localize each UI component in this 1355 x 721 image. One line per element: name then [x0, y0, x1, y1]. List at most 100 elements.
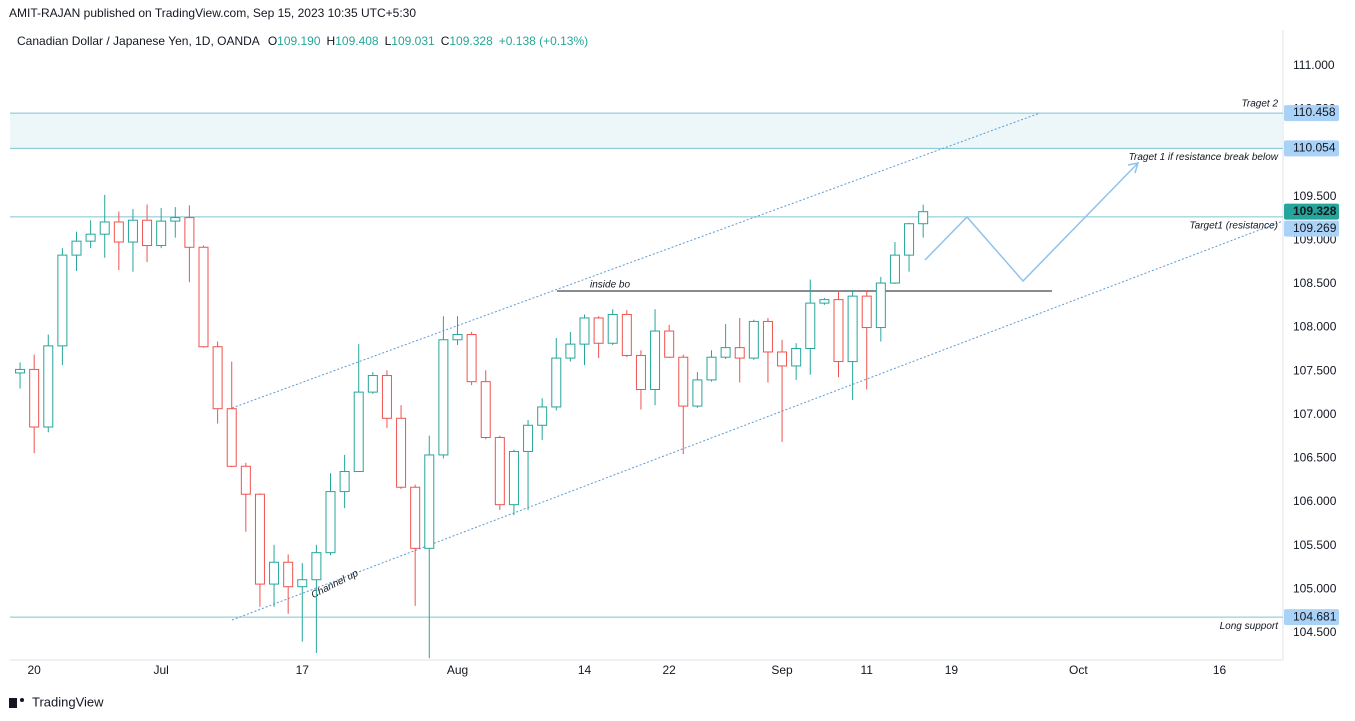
target-zone	[10, 113, 1283, 149]
x-tick-label: 20	[27, 663, 41, 677]
candle-body	[353, 391, 364, 473]
candle-body	[381, 375, 392, 419]
candle-body	[889, 254, 900, 284]
x-tick-label: 19	[945, 663, 959, 677]
candle-body	[311, 552, 322, 581]
candle-body	[325, 491, 336, 554]
level-price-box	[1284, 140, 1339, 157]
level-price-label: 110.458	[1293, 105, 1336, 119]
candle-body	[212, 346, 223, 410]
candle-body	[678, 356, 689, 407]
y-tick-label: 108.000	[1293, 320, 1337, 334]
candle-body	[226, 408, 237, 467]
level-price-label: 110.054	[1293, 140, 1336, 154]
projection-arrow	[1127, 162, 1140, 174]
candle-body	[777, 351, 788, 367]
ohlc-value: 109.408	[335, 34, 379, 48]
candle-body	[833, 299, 844, 363]
candle-body	[113, 221, 124, 243]
candle-body	[819, 299, 830, 304]
candle-body	[791, 347, 802, 367]
candle-body	[847, 295, 858, 363]
candle-body	[523, 424, 534, 452]
annotation: inside bo	[590, 280, 630, 291]
y-tick-label: 108.500	[1293, 276, 1337, 290]
candle-body	[621, 313, 632, 356]
candle-body	[692, 379, 703, 407]
y-tick-label: 107.000	[1293, 407, 1337, 421]
candle-body	[127, 219, 138, 243]
x-tick-label: Jul	[153, 663, 168, 677]
candle-body	[551, 357, 562, 408]
candle-body	[734, 347, 745, 359]
candle-body	[762, 320, 773, 353]
y-tick-label: 105.000	[1293, 581, 1337, 595]
ohlc-value: 109.190	[277, 34, 321, 48]
candle-body	[396, 417, 407, 488]
logo-mark	[9, 698, 17, 708]
level-price-label: 109.269	[1293, 221, 1337, 235]
y-tick-label: 104.500	[1293, 625, 1337, 639]
level-price-label: 104.681	[1293, 609, 1337, 623]
candle-body	[480, 381, 491, 438]
level-price-box	[1284, 609, 1339, 626]
candle-body	[664, 330, 675, 358]
candle-body	[607, 313, 618, 344]
y-tick-label: 109.500	[1293, 189, 1337, 203]
candle-body	[565, 343, 576, 359]
candle-body	[748, 320, 759, 359]
candle-body	[71, 240, 82, 256]
ohlc-value: 109.328	[449, 34, 493, 48]
candle-body	[254, 493, 265, 585]
candle-body	[650, 330, 661, 391]
last-price-box	[1284, 203, 1339, 220]
candle-body	[367, 375, 378, 393]
ohlc-key: L	[385, 34, 392, 48]
candle-body	[156, 220, 167, 247]
candle-body	[537, 406, 548, 426]
ohlc-key: C	[441, 34, 450, 48]
level-note: Target1 (resistance)	[1189, 220, 1278, 231]
candle-body	[410, 486, 421, 549]
x-tick-label: 11	[860, 663, 873, 677]
candle-body	[508, 450, 519, 506]
candle-body	[43, 345, 54, 428]
candle-body	[904, 223, 915, 256]
candle-body	[438, 339, 449, 456]
candle-body	[861, 295, 872, 329]
candle-body	[142, 219, 153, 247]
ohlc-value: 109.031	[391, 34, 435, 48]
candle-body	[706, 356, 717, 381]
symbol: Canadian Dollar / Japanese Yen, 1D, OAND…	[17, 34, 260, 48]
level-note: Traget 2	[1242, 99, 1279, 110]
level-note: Long support	[1220, 621, 1280, 632]
level-price-box	[1284, 220, 1339, 237]
candle-body	[494, 436, 505, 506]
level-price-box	[1284, 105, 1339, 122]
candle-body	[99, 221, 110, 235]
candle-body	[720, 347, 731, 358]
candle-body	[269, 561, 280, 585]
level-note: Traget 1 if resistance break below	[1129, 152, 1279, 163]
x-tick-label: 22	[662, 663, 676, 677]
y-tick-label: 106.500	[1293, 451, 1337, 465]
channel-upper	[231, 112, 1041, 409]
logo: TradingView	[9, 694, 104, 709]
symbol-legend: Canadian Dollar / Japanese Yen, 1D, OAND…	[17, 34, 588, 48]
channel-lower	[231, 220, 1284, 621]
x-tick-label: Aug	[447, 663, 468, 677]
candle-body	[57, 254, 68, 347]
candle-body	[15, 368, 26, 374]
ohlc-key: H	[327, 34, 336, 48]
candle-body	[240, 465, 251, 495]
y-tick-label: 111.000	[1293, 58, 1335, 72]
logo-text: TradingView	[32, 694, 104, 709]
candle-body	[918, 211, 929, 225]
candle-body	[466, 334, 477, 383]
ohlc-key: O	[268, 34, 277, 48]
logo-mark	[20, 698, 24, 702]
y-tick-label: 107.500	[1293, 363, 1337, 377]
y-tick-label: 105.500	[1293, 538, 1337, 552]
